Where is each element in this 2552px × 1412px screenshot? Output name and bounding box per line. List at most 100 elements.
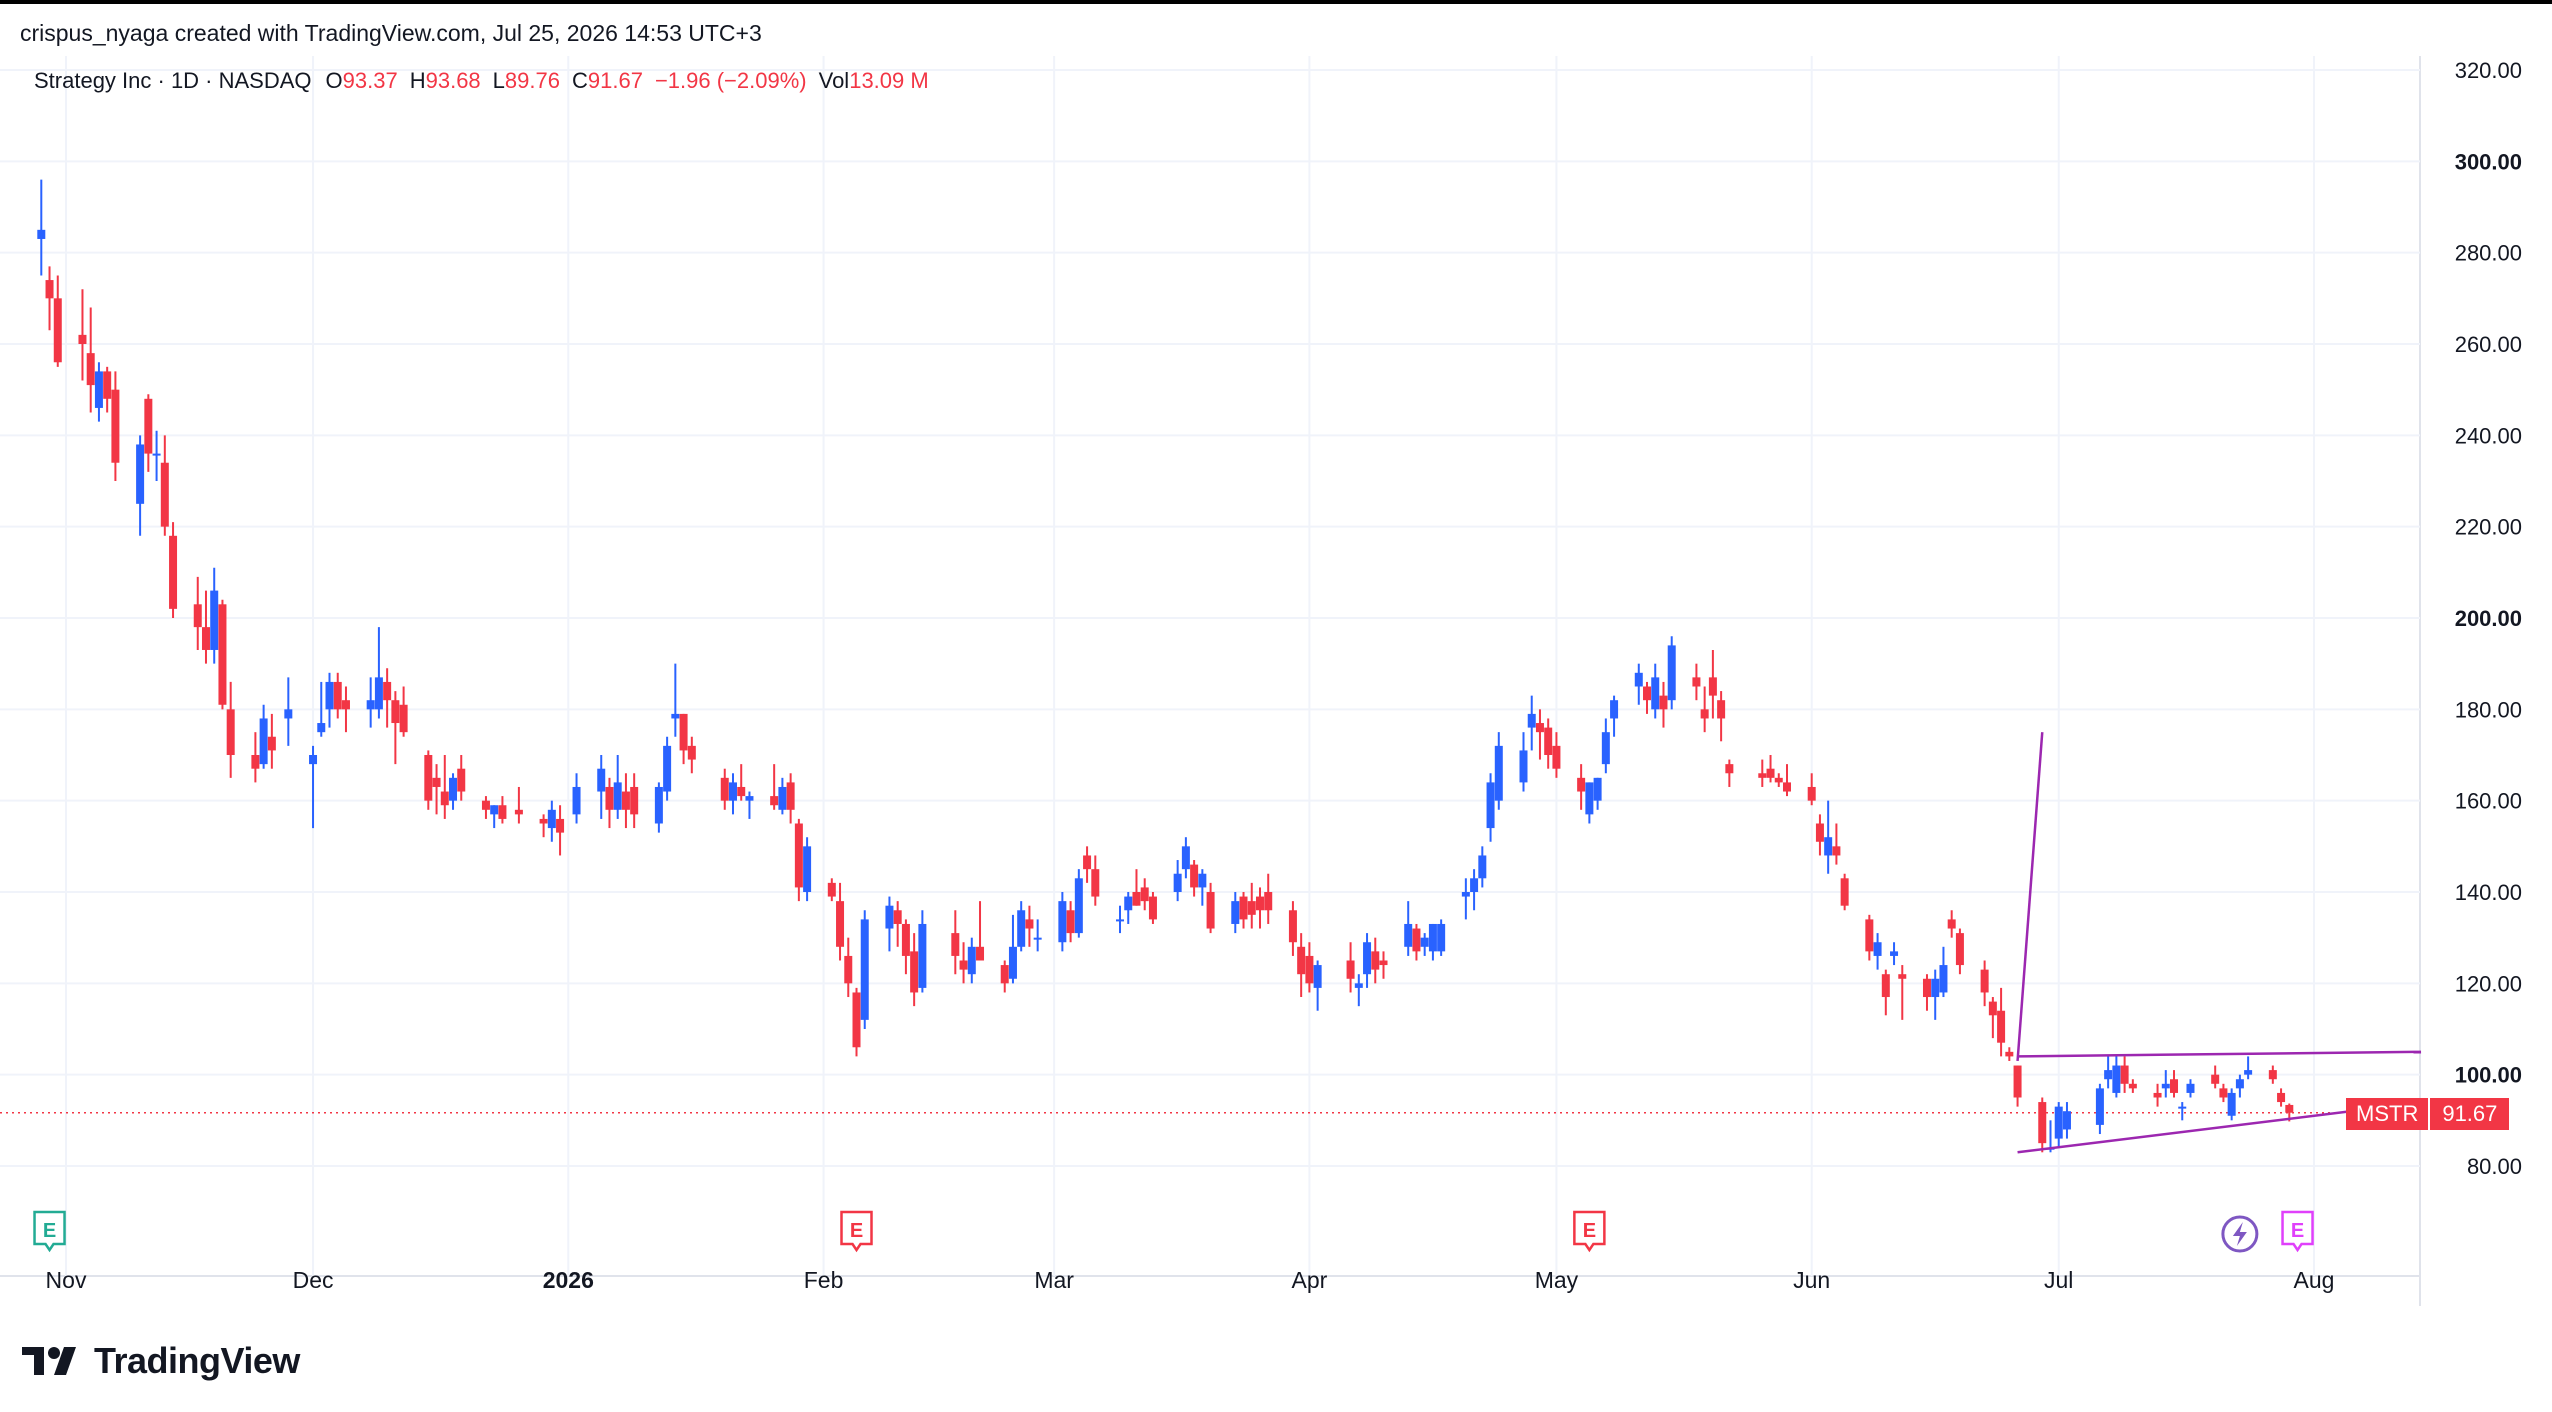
candle-body [2285, 1104, 2294, 1113]
candle-body [1865, 919, 1874, 952]
y-tick-label: 80.00 [2467, 1154, 2522, 1179]
chart-extras [2221, 1215, 2259, 1253]
candle [844, 937, 853, 998]
candle-body [951, 933, 960, 956]
candle [605, 777, 614, 829]
candle-body [720, 777, 729, 801]
candle [770, 764, 779, 810]
candle-body [1066, 910, 1075, 934]
y-tick-label: 120.00 [2455, 971, 2522, 996]
candle [1000, 960, 1009, 993]
candle-body [317, 723, 326, 733]
candle [1132, 869, 1141, 906]
candle-body [1083, 855, 1092, 870]
candle [1173, 860, 1182, 902]
candle [78, 289, 87, 381]
candle [218, 599, 227, 710]
tradingview-logo[interactable]: TradingView [22, 1340, 300, 1382]
candle-body [2219, 1088, 2228, 1098]
candle [976, 901, 985, 961]
candle [1363, 933, 1372, 988]
candle [1264, 873, 1273, 924]
low-value: 89.76 [504, 68, 560, 93]
chart-area[interactable]: 320.00 300.00 280.00 260.00 240.00 220.00 200.… [0, 56, 2552, 1312]
candle-body [309, 755, 318, 765]
event-icon-bolt [2232, 1222, 2247, 1246]
candle-body [341, 700, 350, 710]
x-tick-label: Jun [1793, 1267, 1830, 1293]
y-tick-label: 100.00 [2455, 1063, 2522, 1088]
candle-body [103, 371, 112, 399]
candle-body [959, 960, 968, 970]
candle [2153, 1083, 2162, 1107]
candle-body [2186, 1083, 2195, 1093]
attribution-text: crispus_nyaga created with TradingView.c… [20, 20, 762, 46]
candle-body [1363, 942, 1372, 975]
candle [399, 686, 408, 737]
y-axis: 320.00 300.00 280.00 260.00 240.00 220.00 200.… [2455, 58, 2522, 1179]
y-tick-label: 320.00 [2455, 58, 2522, 83]
candle [1379, 951, 1388, 979]
symbol-title[interactable]: Strategy Inc · 1D · NASDAQ [34, 68, 312, 93]
candle [671, 663, 680, 737]
candle [786, 773, 795, 824]
candle-body [1486, 782, 1495, 829]
candle-body [218, 604, 227, 705]
x-tick-label: Mar [1034, 1267, 1074, 1293]
candle [1535, 709, 1544, 760]
candle [1955, 928, 1964, 975]
candle [1008, 914, 1017, 984]
change-value: −1.96 (−2.09%) [654, 68, 807, 93]
candle [284, 677, 293, 746]
candle [745, 791, 754, 819]
candle-body [2013, 1065, 2022, 1098]
candle [2219, 1083, 2228, 1103]
candle-body [1428, 923, 1437, 952]
candle [1527, 695, 1536, 751]
candle-body [539, 818, 548, 824]
candle-body [2062, 1111, 2071, 1130]
candle [1206, 882, 1215, 934]
x-tick-label: Nov [46, 1267, 87, 1293]
candle [1815, 814, 1824, 856]
candle [1255, 887, 1264, 929]
candle-body [1593, 777, 1602, 801]
candle [2120, 1056, 2129, 1093]
candlestick-chart[interactable]: 320.00 300.00 280.00 260.00 240.00 220.00 200.… [0, 56, 2552, 1312]
candle [144, 394, 153, 472]
candle-body [1873, 942, 1882, 956]
candle [1939, 946, 1948, 998]
candle-body [457, 768, 466, 792]
candle-body [1017, 910, 1026, 947]
candle [383, 668, 392, 728]
candle [1997, 987, 2006, 1057]
candle-body [745, 796, 754, 801]
candle-body [1601, 732, 1610, 765]
candle [432, 764, 441, 815]
candle [514, 786, 523, 824]
candle-body [1832, 846, 1841, 856]
candle-body [1708, 677, 1717, 696]
candle-body [2268, 1070, 2277, 1080]
candle [136, 435, 145, 536]
trendlines [2016, 732, 2422, 1154]
candle [424, 750, 433, 810]
candle [490, 805, 499, 829]
candle-body [2054, 1106, 2063, 1139]
candle-body [910, 951, 919, 993]
candle-body [2178, 1106, 2187, 1109]
candle-body [1766, 768, 1775, 778]
candle-body [1898, 974, 1907, 979]
candle-body [679, 713, 688, 751]
y-tick-label: 280.00 [2455, 241, 2522, 266]
candle-body [53, 298, 62, 363]
candle [53, 275, 62, 367]
candle-body [2170, 1079, 2179, 1093]
y-tick-label: 220.00 [2455, 515, 2522, 540]
candle [2054, 1102, 2063, 1148]
candle-body [449, 777, 458, 801]
candle-body [1000, 965, 1009, 984]
x-tick-label: 2026 [543, 1267, 594, 1293]
candle [1519, 732, 1528, 792]
candle-body [1988, 1001, 1997, 1016]
